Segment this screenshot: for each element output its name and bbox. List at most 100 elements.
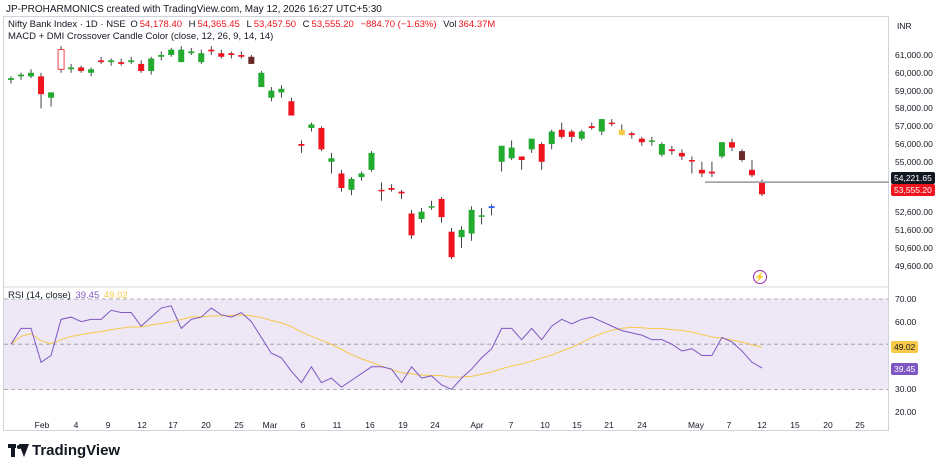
rsi-tick-label: 60.00 [895,316,917,327]
candle [208,49,215,52]
candle [128,60,135,63]
time-tick-label: 16 [365,420,375,430]
price-tick-label: 61,000.00 [895,50,933,60]
time-tick-label: 20 [823,420,833,430]
candle [658,144,665,155]
price-tick-label: 59,000.00 [895,85,933,96]
time-tick-label: 7 [726,420,732,430]
candle [468,209,475,234]
candle [88,69,95,73]
time-tick-label: May [687,420,705,430]
price-tick-label: 52,600.00 [895,206,933,217]
candle [488,206,495,209]
chart-header: JP-PROHARMONICS created with TradingView… [6,4,382,15]
tradingview-mark-icon [8,444,29,457]
rsi-tick-label: 30.00 [895,384,917,395]
candle [388,188,395,190]
candle [428,206,435,208]
close-label: C [302,19,310,30]
candle [218,53,225,57]
candle [598,119,605,132]
candle [118,62,125,64]
time-tick-label: 15 [572,420,582,430]
tradingview-brand: TradingView [32,442,121,459]
time-tick-label: 12 [757,420,767,430]
candle [378,189,385,192]
candle [198,53,205,63]
candle [578,131,585,139]
candle [588,126,595,128]
symbol-legend[interactable]: Nifty Bank Index · 1D · NSE O 54,178.40 H… [8,19,497,30]
lightning-icon[interactable]: ⚡ [753,270,767,284]
candle [57,49,65,70]
time-tick-label: 11 [332,420,342,430]
candle [228,53,235,55]
candle [108,60,115,63]
close-value: 53,555.20 [311,19,354,30]
candle [438,198,445,218]
time-tick-label: 24 [637,420,647,430]
symbol-name: Nifty Bank Index · 1D · NSE [8,19,126,30]
rsi-tick-label: 20.00 [895,407,917,417]
candle [238,55,245,57]
price-tick-label: 50,600.00 [895,243,933,254]
candle [548,131,555,144]
candle [608,122,615,125]
time-tick-label: 20 [201,420,211,430]
candle [558,129,565,137]
candle [368,152,375,170]
candle [98,60,105,63]
high-value: 54,365.45 [197,19,240,30]
candle [78,67,85,72]
vol-value: 364.37M [458,19,496,30]
candle [68,67,75,70]
price-tick-label: 60,000.00 [895,67,933,78]
price-tick-label: 56,000.00 [895,139,933,149]
price-tick-label: 58,000.00 [895,103,933,114]
time-tick-label: 7 [508,420,514,430]
candle [668,149,675,152]
candle [178,49,185,63]
candle [358,173,365,178]
chart-frame [3,16,889,431]
candle [268,90,275,98]
candle [288,101,295,116]
time-tick-label: 4 [73,420,79,430]
rsi-legend[interactable]: RSI (14, close) 39.45 49.02 [8,290,130,301]
candle [308,124,315,128]
rsi-line [10,305,763,391]
change-value: −884.70 (−1.63%) [360,19,437,30]
price-tick-label: 51,600.00 [895,224,933,235]
last-price-tag: 53,555.20 [891,184,935,196]
candle [298,144,305,146]
time-tick-label: 19 [398,420,408,430]
candle [38,76,45,95]
time-tick-label: 10 [540,420,550,430]
tradingview-logo[interactable]: TradingView [8,442,120,459]
candle [728,142,735,148]
rsi-tick-label: 70.00 [895,294,917,304]
low-value: 53,457.50 [253,19,297,30]
level-price-tag: 54,221.65 [891,172,935,184]
candle [8,78,14,80]
time-tick-label: 12 [137,420,147,430]
candle [708,171,715,174]
time-tick-label: 17 [168,420,178,430]
open-label: O [130,19,138,30]
candle [328,158,335,162]
candle [698,169,705,174]
candle [158,55,165,57]
rsi-value-tag: 39.45 [891,363,919,375]
candle [418,211,425,219]
price-tick-label: 55,000.00 [895,156,933,167]
indicator-legend[interactable]: MACD + DMI Crossover Candle Color (close… [8,31,274,42]
candle [498,145,505,162]
rsi-value: 39.45 [75,290,100,301]
time-tick-label: 24 [430,420,440,430]
open-value: 54,178.40 [139,19,183,30]
time-tick-label: 6 [300,420,306,430]
rsi-label: RSI (14, close) [8,290,71,301]
candle [48,92,55,98]
candle [759,182,765,195]
